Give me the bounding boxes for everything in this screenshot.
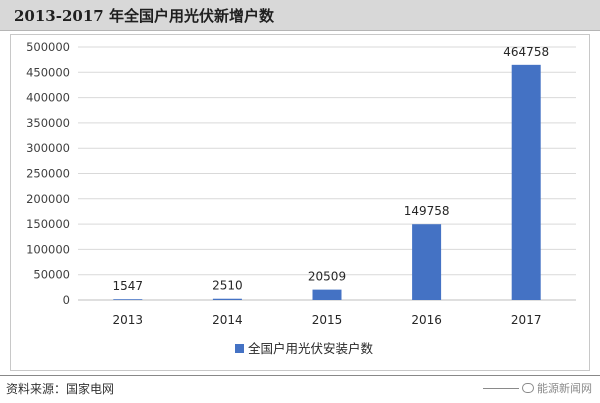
x-tick-label: 2015 [312, 313, 343, 327]
y-tick-label: 50000 [33, 268, 70, 282]
y-tick-label: 200000 [26, 192, 70, 206]
data-label: 149758 [404, 204, 450, 218]
source-note: 资料来源：国家电网 [6, 382, 115, 396]
legend-swatch [235, 344, 244, 353]
y-tick-label: 350000 [26, 116, 70, 130]
chat-bubble-icon [522, 383, 534, 393]
watermark-text: 能源新闻网 [537, 382, 592, 395]
legend-label: 全国户用光伏安装户数 [248, 341, 374, 356]
bar [212, 298, 242, 300]
bar [511, 64, 541, 300]
data-label: 20509 [308, 270, 346, 284]
y-tick-label: 400000 [26, 91, 70, 105]
footer-divider [0, 375, 600, 376]
y-tick-label: 150000 [26, 217, 70, 231]
chart-frame [10, 34, 590, 371]
chart-title: 2013-2017 年全国户用光伏新增户数 [14, 7, 274, 25]
x-tick-label: 2013 [113, 313, 144, 327]
data-label: 2510 [212, 279, 243, 293]
x-tick-label: 2017 [511, 313, 542, 327]
data-label: 464758 [503, 45, 549, 59]
y-tick-label: 100000 [26, 242, 70, 256]
watermark-line [483, 387, 519, 389]
y-tick-label: 450000 [26, 65, 70, 79]
y-tick-label: 300000 [26, 141, 70, 155]
watermark: 能源新闻网 [483, 380, 592, 396]
bar [412, 224, 442, 300]
bar [113, 299, 143, 300]
y-tick-label: 500000 [26, 40, 70, 54]
bar [312, 289, 342, 300]
y-tick-label: 250000 [26, 167, 70, 181]
x-tick-label: 2016 [411, 313, 442, 327]
x-tick-label: 2014 [212, 313, 243, 327]
y-tick-label: 0 [63, 293, 70, 307]
title-bar: 2013-2017 年全国户用光伏新增户数 [0, 0, 600, 31]
data-label: 1547 [113, 279, 144, 293]
